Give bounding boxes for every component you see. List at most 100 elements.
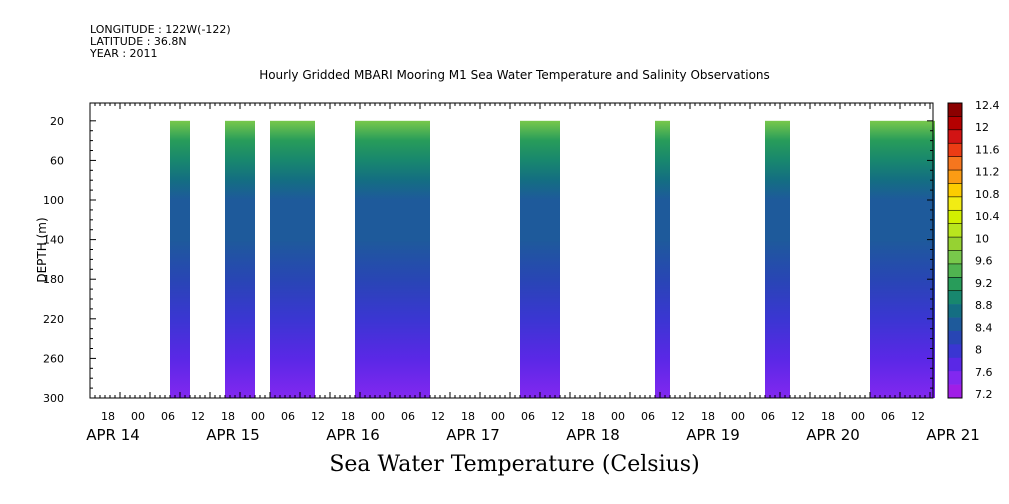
colorbar-swatch	[948, 183, 962, 198]
colorbar-swatch	[948, 384, 962, 399]
y-tick-label: 60	[50, 154, 64, 167]
chart-title: Hourly Gridded MBARI Mooring M1 Sea Wate…	[259, 68, 770, 82]
colorbar-swatch	[948, 196, 962, 211]
x-axis: 18 00 06 12 18 00 06 12 18 00 06 12 18 00 06 12 18 00 06 12…	[86, 103, 980, 444]
x-hour-label: 00	[491, 410, 505, 423]
colorbar-swatch	[948, 116, 962, 131]
x-hour-label: 18	[581, 410, 595, 423]
colorbar-swatch	[948, 317, 962, 332]
colorbar-swatch	[948, 277, 962, 292]
x-hour-label: 12	[791, 410, 805, 423]
data-segment-1	[170, 120, 190, 399]
colorbar-label: 12.4	[975, 99, 1000, 112]
x-hour-label: 06	[641, 410, 655, 423]
x-hour-label: 12	[671, 410, 685, 423]
colorbar-label: 8.4	[975, 321, 993, 334]
data-segment-6	[655, 120, 670, 399]
y-tick-label: 100	[43, 194, 64, 207]
x-hour-label: 18	[701, 410, 715, 423]
colorbar-swatch	[948, 103, 962, 117]
colorbar-swatch	[948, 250, 962, 265]
colorbar-swatch	[948, 371, 962, 385]
colorbar-swatch	[948, 143, 962, 157]
colorbar-swatch	[948, 290, 962, 305]
x-hour-label: 00	[131, 410, 145, 423]
x-hour-label: 06	[521, 410, 535, 423]
colorbar-swatch	[948, 223, 962, 238]
x-hour-label: 18	[341, 410, 355, 423]
x-hour-label: 06	[401, 410, 415, 423]
colorbar-label: 8	[975, 344, 982, 357]
longitude-label: LONGITUDE : 122W(-122)	[90, 23, 231, 36]
x-hour-label: 18	[221, 410, 235, 423]
colorbar-swatch	[948, 357, 962, 372]
colorbar-label: 10	[975, 232, 989, 245]
data-segment-5	[520, 120, 560, 399]
x-hour-label: 12	[431, 410, 445, 423]
data-segments	[170, 120, 935, 399]
colorbar-swatch	[948, 170, 962, 184]
colorbar-label: 10.8	[975, 188, 1000, 201]
data-segment-2	[225, 120, 255, 399]
x-day-label: APR 18	[566, 426, 620, 444]
x-day-label: APR 21	[926, 426, 980, 444]
colorbar-label: 11.2	[975, 166, 1000, 179]
colorbar-swatch	[948, 156, 962, 171]
x-hour-label: 00	[611, 410, 625, 423]
data-segment-4	[355, 120, 430, 399]
x-hour-label: 06	[281, 410, 295, 423]
x-hour-label: 18	[101, 410, 115, 423]
x-hour-label: 12	[311, 410, 325, 423]
x-hour-label: 00	[371, 410, 385, 423]
colorbar-swatch	[948, 330, 962, 345]
x-hour-label: 12	[911, 410, 925, 423]
x-hour-label: 18	[821, 410, 835, 423]
colorbar: 12.4 12 11.6 11.2 10.8 10.4 10 9.6 9.2 8.8 8.4 8 7.6…	[947, 99, 1000, 401]
colorbar-swatch	[948, 304, 962, 318]
y-tick-label: 220	[43, 313, 64, 326]
y-axis-label: DEPTH (m)	[35, 217, 49, 282]
data-segment-8	[870, 120, 935, 399]
colorbar-label: 7.2	[975, 388, 993, 401]
colorbar-label: 9.6	[975, 255, 993, 268]
x-day-label: APR 17	[446, 426, 500, 444]
x-day-label: APR 14	[86, 426, 140, 444]
latitude-label: LATITUDE : 36.8N	[90, 35, 187, 48]
x-hour-label: 06	[161, 410, 175, 423]
colorbar-label: 10.4	[975, 210, 1000, 223]
y-axis: 20 60 100 140 180 220 260 300	[43, 115, 933, 405]
colorbar-swatch	[948, 263, 962, 278]
colorbar-label: 11.6	[975, 143, 1000, 156]
x-hour-label: 18	[461, 410, 475, 423]
x-hour-label: 06	[881, 410, 895, 423]
data-segment-7	[765, 120, 790, 399]
x-hour-label: 12	[191, 410, 205, 423]
x-day-label: APR 16	[326, 426, 380, 444]
x-hour-label: 12	[551, 410, 565, 423]
x-day-label: APR 19	[686, 426, 740, 444]
colorbar-swatch	[948, 210, 962, 224]
colorbar-label: 7.6	[975, 366, 993, 379]
x-hour-label: 00	[851, 410, 865, 423]
x-hour-label: 00	[251, 410, 265, 423]
x-hour-label: 00	[731, 410, 745, 423]
colorbar-swatch	[948, 129, 962, 144]
y-tick-label: 300	[43, 392, 64, 405]
y-tick-label: 260	[43, 352, 64, 365]
metadata-block: LONGITUDE : 122W(-122) LATITUDE : 36.8N …	[90, 24, 231, 60]
year-label: YEAR : 2011	[90, 47, 158, 60]
x-hour-label: 06	[761, 410, 775, 423]
y-tick-label: 140	[43, 234, 64, 247]
x-day-label: APR 15	[206, 426, 260, 444]
colorbar-label: 12	[975, 121, 989, 134]
colorbar-label: 9.2	[975, 277, 993, 290]
plot-frame	[89, 102, 934, 399]
colorbar-swatch	[948, 237, 962, 251]
data-segment-3	[270, 120, 315, 399]
y-tick-label: 180	[43, 273, 64, 286]
colorbar-swatch	[948, 344, 962, 359]
colorbar-title: Sea Water Temperature (Celsius)	[329, 452, 700, 477]
x-day-label: APR 20	[806, 426, 860, 444]
colorbar-label: 8.8	[975, 299, 993, 312]
